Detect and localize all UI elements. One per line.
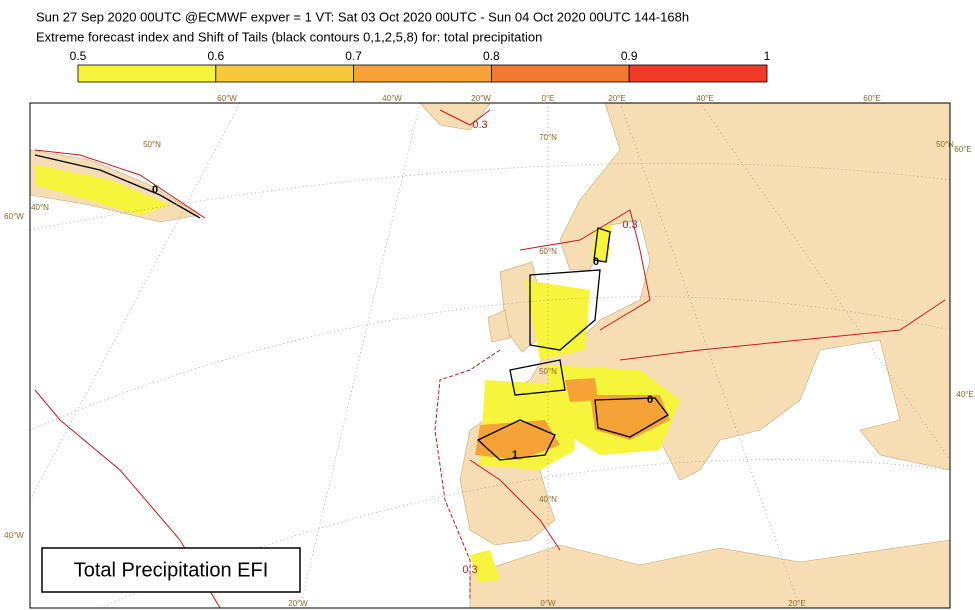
contour — [469, 459, 561, 551]
graticule-line — [619, 103, 801, 608]
contour — [509, 359, 566, 396]
contour — [34, 154, 201, 219]
contour — [476, 419, 556, 461]
graticule-lines — [30, 103, 950, 608]
graticule-label: 60°W — [217, 94, 237, 103]
efi-area — [35, 165, 170, 215]
header-line2: Extreme forecast index and Shift of Tail… — [36, 29, 542, 44]
contour-labels: 0.3 0.3 0.3 0 0 1 0 — [152, 119, 653, 576]
graticule-line — [99, 459, 950, 608]
africa — [469, 539, 950, 608]
contour — [529, 269, 601, 351]
header-line1: Sun 27 Sep 2020 00UTC @ECMWF expver = 1 … — [36, 9, 689, 24]
efi-area — [525, 280, 590, 360]
graticule-label: 50°N — [539, 367, 557, 376]
map: 0.3 0.3 0.3 0 0 1 0 — [30, 103, 950, 608]
graticule-label: 60°E — [863, 94, 880, 103]
colorbar-tick-label: 0.6 — [207, 49, 224, 63]
graticule-label: 40°E — [956, 390, 973, 399]
graticule-label: 20°W — [471, 94, 491, 103]
graticule-line — [699, 103, 950, 461]
efi-area — [590, 395, 670, 440]
graticule-label: 40°N — [539, 495, 557, 504]
graticule-label: 60°E — [954, 145, 971, 154]
contour-label: 0.3 — [462, 564, 477, 576]
contour-label: 0 — [152, 184, 158, 196]
colorbar-tick-label: 0.7 — [345, 49, 362, 63]
contour-label: 0 — [647, 394, 653, 406]
contour — [594, 397, 669, 438]
graticule-label: 50°N — [936, 140, 954, 149]
map-label-box — [41, 547, 301, 593]
graticule-line — [299, 103, 421, 608]
ireland — [487, 309, 511, 343]
colorbar-segment — [353, 64, 492, 83]
colorbar: 0.5 0.6 0.7 0.8 0.9 1 — [70, 49, 771, 83]
contour-label: 0.3 — [622, 219, 637, 231]
colorbar-segment — [77, 64, 217, 83]
colorbar-segment — [215, 64, 355, 83]
black-contours — [34, 154, 669, 461]
graticule-label: 20°W — [288, 599, 308, 608]
contour — [439, 109, 491, 126]
graticule-label: 40°W — [382, 94, 402, 103]
efi-area — [475, 420, 560, 460]
contour — [434, 349, 501, 600]
colorbar-tick-label: 1 — [764, 49, 771, 63]
graticule-label: 0°W — [540, 599, 556, 608]
colorbar-segment — [628, 64, 768, 83]
graticule-label: 20°E — [608, 94, 625, 103]
colorbar-tick-label: 0.8 — [483, 49, 500, 63]
efi-area — [470, 550, 500, 582]
graticule-label: 40°W — [4, 531, 24, 540]
contour-label: 0 — [593, 256, 599, 268]
colorbar-tick-label: 0.5 — [70, 49, 87, 63]
graticule-label: 40°E — [696, 94, 713, 103]
europe — [459, 103, 950, 546]
graticule-label: 0°E — [542, 94, 555, 103]
colorbar-tick-label: 0.9 — [621, 49, 638, 63]
graticule-label: 70°N — [539, 133, 557, 142]
graticule-line — [30, 103, 241, 501]
contour — [593, 227, 611, 263]
colorbar-segment — [490, 64, 630, 83]
contour-label: 1 — [512, 449, 518, 461]
graticule-label: 50°N — [143, 140, 161, 149]
contour — [619, 299, 946, 361]
contour — [519, 209, 651, 331]
map-label: Total Precipitation EFI — [74, 559, 269, 581]
contour-label: 0.3 — [472, 119, 487, 131]
graticule-label: 20°E — [788, 599, 805, 608]
efi-area — [565, 378, 598, 402]
graticule-label: 60°W — [4, 212, 24, 221]
graticule-labels: 60°W 40°W 20°W 0°E 20°E 40°E 60°E 60°W 40°W 60°E 4… — [4, 94, 974, 608]
map-frame — [29, 102, 951, 609]
graticule-label: 60°N — [539, 247, 557, 256]
contour — [34, 149, 206, 219]
graticule-label: 40°N — [31, 203, 49, 212]
